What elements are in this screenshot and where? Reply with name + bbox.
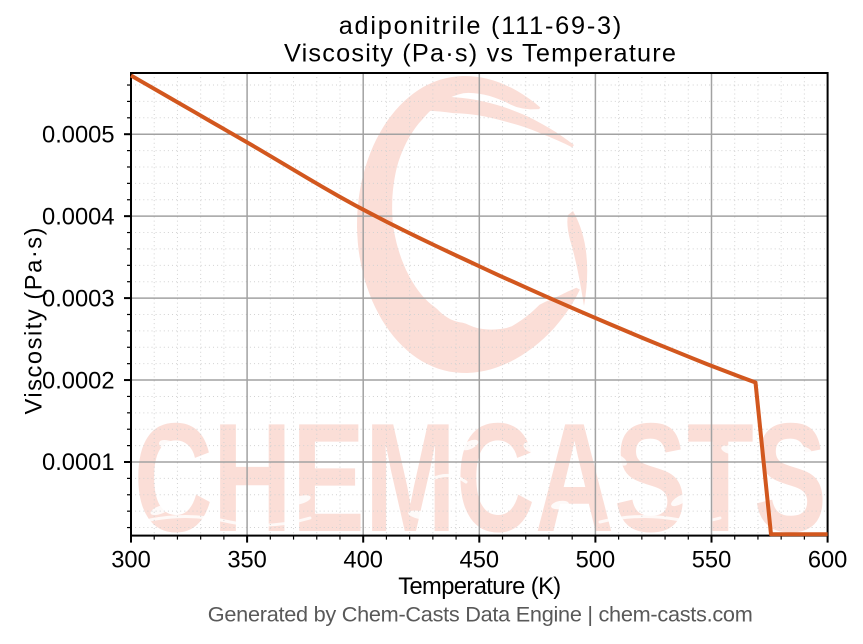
- svg-text:0.0001: 0.0001: [42, 450, 114, 476]
- svg-text:Viscosity (Pa·s) vs Temperatur: Viscosity (Pa·s) vs Temperature: [284, 39, 676, 67]
- svg-text:300: 300: [111, 547, 151, 573]
- svg-text:Generated by Chem-Casts Data E: Generated by Chem-Casts Data Engine | ch…: [208, 601, 753, 626]
- svg-text:0.0003: 0.0003: [42, 286, 114, 312]
- svg-text:450: 450: [460, 547, 500, 573]
- svg-text:400: 400: [343, 547, 383, 573]
- svg-text:0.0002: 0.0002: [42, 368, 114, 394]
- svg-text:350: 350: [227, 547, 267, 573]
- svg-text:600: 600: [808, 547, 848, 573]
- svg-text:550: 550: [692, 547, 732, 573]
- svg-text:0.0005: 0.0005: [42, 122, 114, 148]
- svg-text:500: 500: [576, 547, 616, 573]
- svg-text:0.0004: 0.0004: [42, 204, 114, 230]
- svg-text:adiponitrile (111-69-3): adiponitrile (111-69-3): [339, 12, 622, 40]
- svg-text:Viscosity (Pa·s): Viscosity (Pa·s): [22, 228, 48, 415]
- svg-text:Temperature (K): Temperature (K): [398, 574, 561, 600]
